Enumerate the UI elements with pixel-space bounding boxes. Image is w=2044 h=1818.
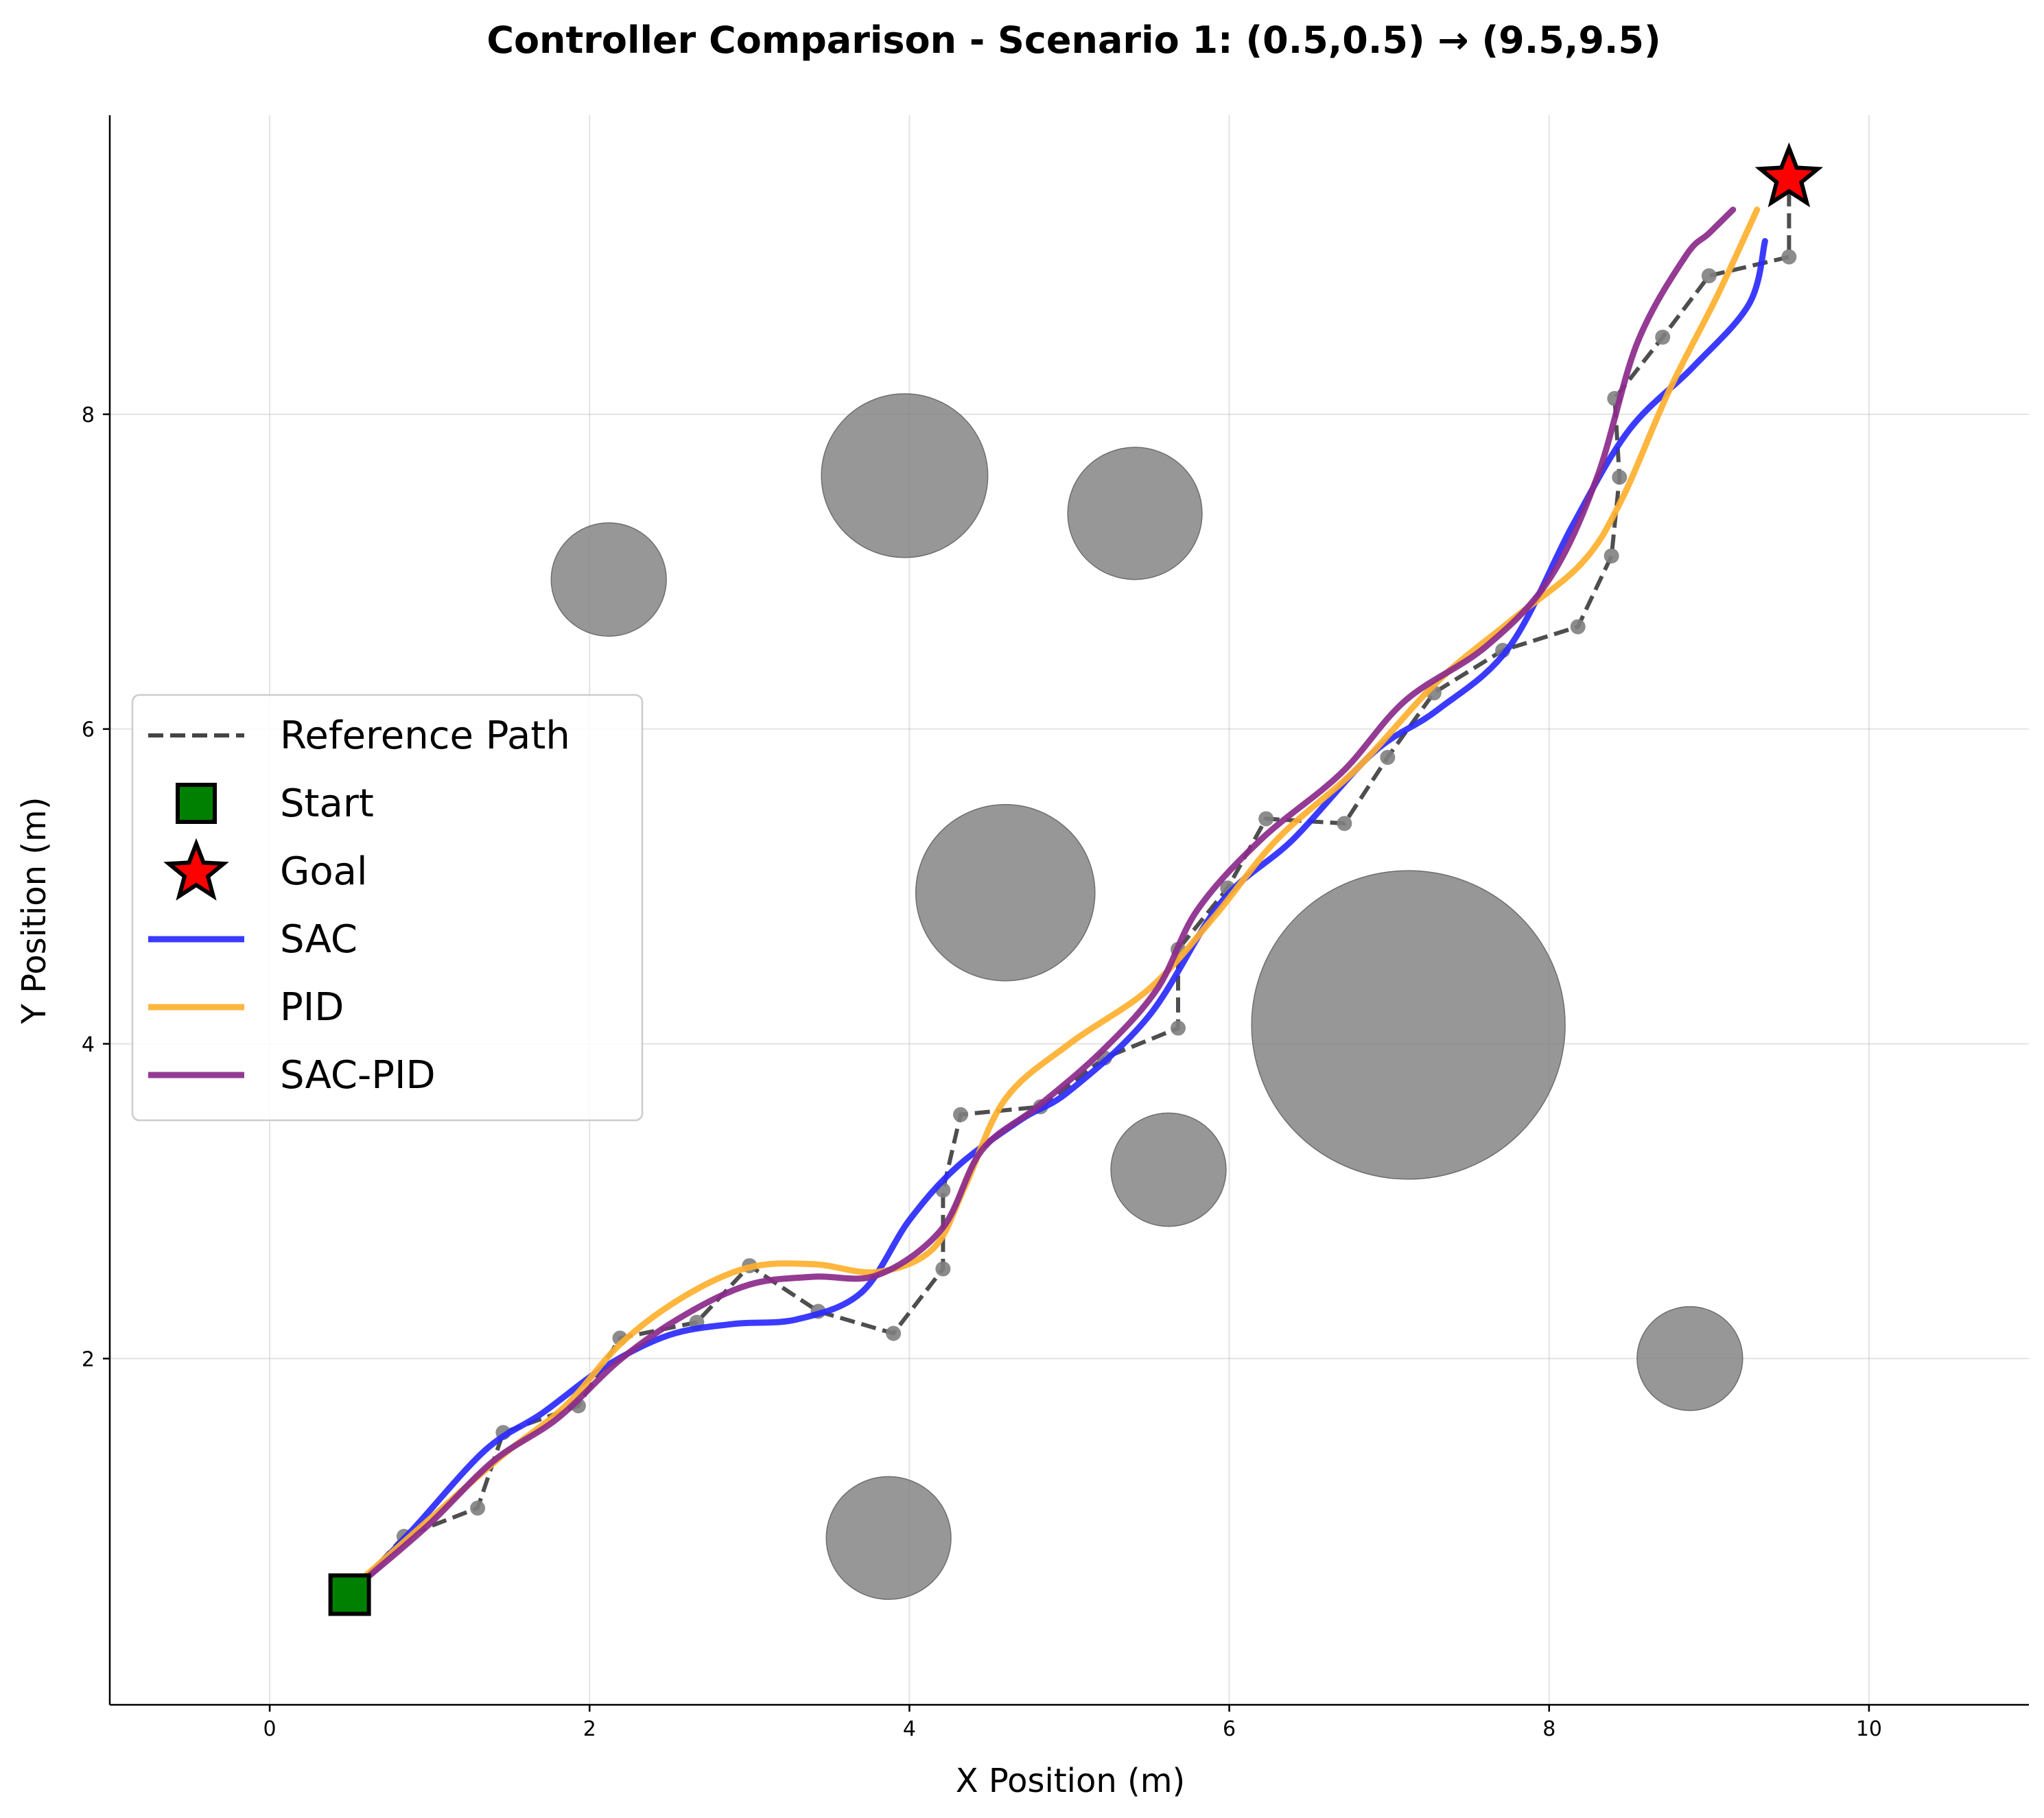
- reference-waypoint: [1258, 811, 1274, 827]
- reference-waypoint: [1655, 329, 1671, 345]
- y-axis-label: Y Position (m): [15, 797, 54, 1025]
- legend-label: Reference Path: [280, 713, 570, 758]
- axis-ticks: 0 2 4 6 8 10 2 4 6 8: [82, 403, 1882, 1741]
- legend-swatch-square: [176, 783, 217, 824]
- legend-item-sac: SAC: [148, 917, 357, 962]
- obstacle-circle-5: [1251, 870, 1566, 1180]
- obstacle-circle-8: [825, 1476, 952, 1601]
- x-tick-label: 2: [583, 1717, 596, 1741]
- x-tick-label: 10: [1856, 1717, 1882, 1741]
- legend-label: SAC: [280, 917, 357, 962]
- legend-box: [131, 694, 644, 1122]
- start-goal-markers: [328, 142, 1824, 1616]
- legend-item-pid: PID: [148, 985, 344, 1030]
- reference-waypoint: [1612, 469, 1628, 485]
- y-tick-label: 2: [82, 1347, 95, 1371]
- obstacle-circle-6: [1110, 1112, 1227, 1227]
- legend-label: Goal: [280, 849, 368, 894]
- reference-waypoint: [1701, 268, 1717, 283]
- obstacle-circle-1: [550, 522, 667, 637]
- reference-waypoint: [935, 1261, 951, 1277]
- y-tick-label: 6: [82, 718, 95, 742]
- goal-marker: [1754, 142, 1824, 208]
- reference-waypoint: [1337, 816, 1352, 831]
- start-marker: [328, 1573, 371, 1616]
- reference-waypoint: [1781, 249, 1797, 265]
- reference-waypoint: [1170, 1020, 1186, 1036]
- x-axis-label: X Position (m): [956, 1762, 1186, 1800]
- x-tick-label: 0: [263, 1717, 277, 1741]
- reference-waypoint: [1604, 548, 1619, 564]
- pid-trajectory-line: [362, 206, 1761, 1579]
- legend-label: Start: [280, 781, 374, 826]
- x-tick-label: 6: [1223, 1717, 1236, 1741]
- obstacle-circle-2: [821, 393, 989, 558]
- legend-label: PID: [280, 985, 344, 1030]
- obstacle-circle-3: [1067, 447, 1203, 580]
- legend-swatch-star: [163, 838, 229, 901]
- legend-label: SAC-PID: [280, 1053, 436, 1098]
- sac-pid-trajectory-line: [362, 206, 1737, 1582]
- obstacles: [550, 393, 1743, 1601]
- legend: Reference Path Start Goal SAC PID SAC-PID: [131, 694, 644, 1122]
- reference-waypoint: [1570, 619, 1586, 635]
- reference-waypoint: [1380, 749, 1396, 765]
- legend-item-start: Start: [176, 781, 374, 826]
- legend-item-reference: Reference Path: [148, 713, 570, 758]
- legend-item-sac-pid: SAC-PID: [148, 1053, 436, 1098]
- x-tick-label: 4: [903, 1717, 916, 1741]
- legend-item-goal: Goal: [163, 838, 368, 901]
- obstacle-circle-4: [915, 804, 1096, 982]
- y-tick-label: 4: [82, 1032, 95, 1056]
- x-tick-label: 8: [1542, 1717, 1555, 1741]
- y-tick-label: 8: [82, 403, 95, 427]
- trajectory-series: [348, 178, 1797, 1596]
- reference-waypoint: [470, 1500, 486, 1516]
- obstacle-circle-7: [1636, 1306, 1743, 1411]
- sac-trajectory-line: [362, 238, 1768, 1582]
- chart-title: Controller Comparison - Scenario 1: (0.5…: [486, 19, 1660, 62]
- reference-waypoint: [953, 1107, 969, 1122]
- reference-waypoint: [886, 1325, 902, 1341]
